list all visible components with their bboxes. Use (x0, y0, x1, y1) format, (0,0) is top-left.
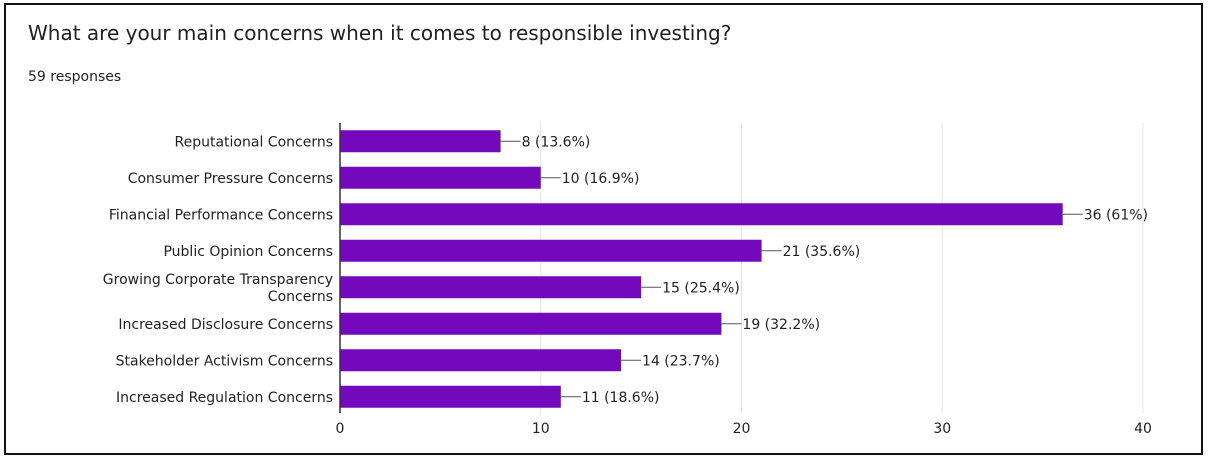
data-label: 19 (32.2%) (742, 317, 820, 333)
x-tick-label: 0 (336, 421, 345, 437)
x-tick-label: 30 (933, 421, 951, 437)
data-label: 36 (61%) (1084, 207, 1148, 223)
category-label: Stakeholder Activism Concerns (116, 353, 333, 369)
response-count: 59 responses (28, 69, 122, 85)
x-tick-label: 40 (1134, 421, 1152, 437)
bar (340, 130, 501, 153)
data-label: 21 (35.6%) (783, 244, 861, 260)
chart-card: What are your main concerns when it come… (4, 3, 1203, 455)
bar (340, 166, 541, 189)
category-label: Public Opinion Concerns (163, 244, 333, 260)
category-label: Increased Disclosure Concerns (118, 317, 333, 333)
category-label: Financial Performance Concerns (109, 207, 333, 223)
category-label: Reputational Concerns (175, 134, 333, 150)
bar (340, 349, 622, 372)
data-label: 15 (25.4%) (662, 280, 740, 296)
data-label: 11 (18.6%) (582, 390, 660, 406)
category-label: Growing Corporate Transparency Concerns (103, 272, 333, 305)
data-label: 8 (13.6%) (522, 134, 591, 150)
data-label: 14 (23.7%) (642, 353, 720, 369)
bar (340, 203, 1063, 226)
bar (340, 276, 642, 299)
bar (340, 239, 762, 262)
data-label: 10 (16.9%) (562, 171, 640, 187)
chart-title: What are your main concerns when it come… (28, 21, 732, 45)
x-tick-label: 20 (733, 421, 751, 437)
category-label: Increased Regulation Concerns (116, 390, 333, 406)
bar (340, 312, 722, 335)
bar (340, 385, 561, 408)
category-label: Consumer Pressure Concerns (128, 171, 333, 187)
x-tick-label: 10 (532, 421, 550, 437)
